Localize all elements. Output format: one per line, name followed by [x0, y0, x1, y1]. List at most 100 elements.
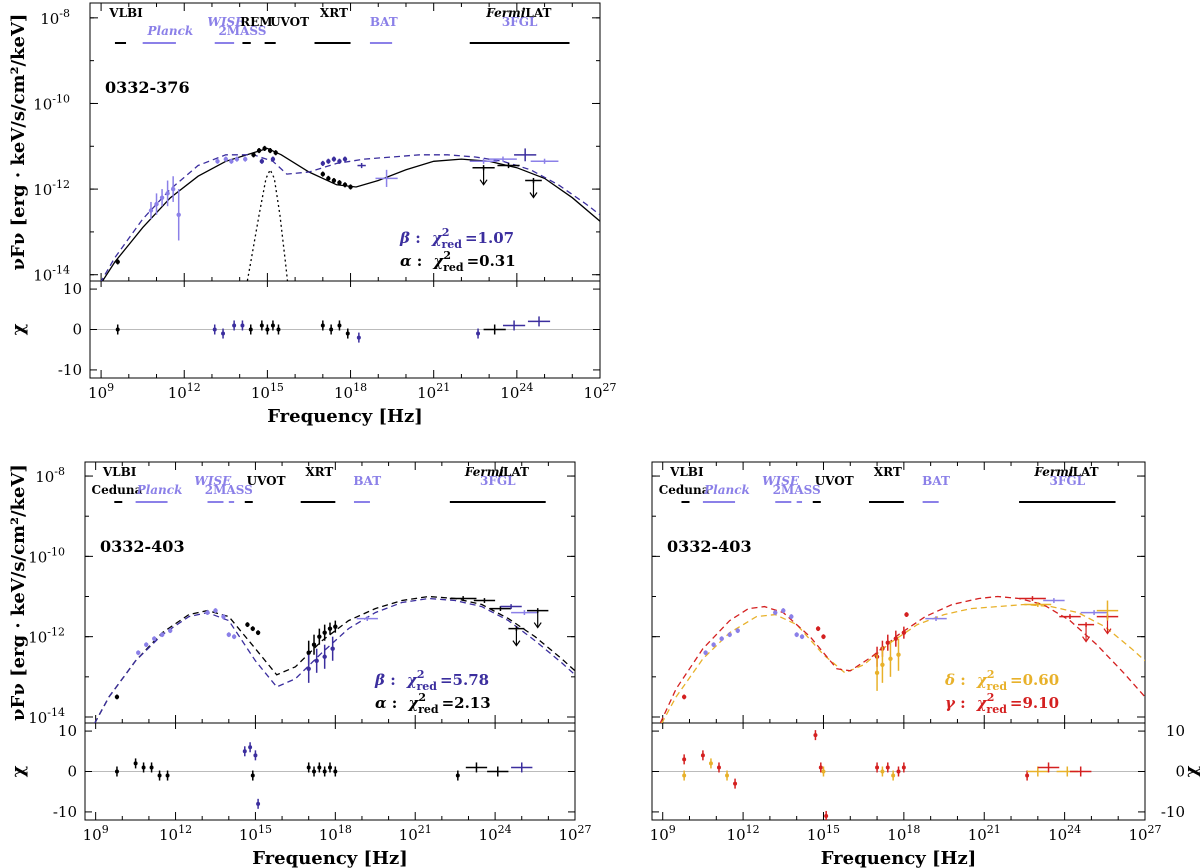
residual-marker: [320, 323, 325, 328]
data-point-marker: [322, 654, 327, 659]
x-tick-label-base: 10: [319, 826, 338, 844]
data-point: [1078, 622, 1095, 643]
residual-marker: [328, 765, 332, 770]
fit-symbol: α: [400, 252, 412, 270]
y-tick-label-base: 10: [28, 629, 47, 647]
x-tick-label-base: 10: [968, 826, 987, 844]
data-point-marker: [306, 650, 311, 655]
data-point-marker: [799, 634, 805, 639]
data-point-marker: [719, 636, 724, 641]
data-point-marker: [213, 608, 218, 613]
residual-point: [885, 762, 890, 773]
model-curve-alpha: [101, 147, 600, 281]
residual-point: [149, 762, 154, 773]
data-point: [229, 158, 234, 164]
residual-point: [1037, 762, 1060, 773]
data-point: [250, 626, 255, 632]
instrument-label: Planck: [147, 24, 194, 38]
data-point-marker: [251, 152, 256, 158]
data-point: [215, 158, 220, 164]
data-point: [794, 632, 799, 638]
data-point-marker: [342, 182, 348, 188]
data-point-marker: [136, 650, 141, 655]
instrument-label: /LAT: [521, 6, 551, 20]
residual-tick-label: 10: [1166, 722, 1185, 740]
data-point: [1019, 596, 1046, 601]
residual-point: [476, 328, 481, 339]
residual-marker: [259, 323, 264, 328]
residual-marker: [248, 327, 253, 332]
x-tick-label-base: 10: [168, 384, 187, 402]
residual-point: [824, 810, 829, 820]
x-tick-label-exp: 9: [107, 381, 114, 394]
x-tick-label-base: 10: [1048, 826, 1067, 844]
data-point-marker: [205, 610, 210, 615]
fit-sep: :: [410, 229, 426, 247]
x-tick-label: 109: [650, 823, 676, 844]
fit-sep: :: [955, 694, 971, 712]
data-point: [337, 158, 342, 164]
data-point: [256, 147, 262, 154]
x-tick-label-base: 10: [251, 384, 270, 402]
data-point-marker: [317, 634, 322, 639]
instrument-label: VLBI: [669, 465, 704, 479]
residual-marker: [329, 327, 334, 332]
fit-sep: :: [955, 671, 971, 689]
residual-point: [141, 762, 146, 773]
data-point: [1080, 610, 1108, 615]
x-tick-label: 1027: [558, 823, 591, 844]
data-point: [789, 614, 794, 620]
data-point: [337, 180, 342, 186]
fit-stat: γ : χ2 red =9.10: [945, 691, 1059, 716]
x-axis-label: Frequency [Hz]: [267, 406, 423, 427]
x-tick-label-exp: 21: [987, 823, 1001, 836]
residual-tick-label: 0: [72, 321, 82, 339]
data-point: [115, 259, 120, 265]
data-point: [243, 156, 248, 162]
y-tick-label-exp: -8: [59, 7, 70, 20]
instrument-label: WISE: [207, 15, 245, 29]
residual-axis-label: χ: [8, 323, 29, 335]
data-point: [525, 177, 542, 199]
model-curve-beta: [100, 154, 600, 281]
y-tick-label-exp: -14: [52, 264, 70, 277]
data-point-marker: [314, 658, 319, 663]
x-tick-label-base: 10: [558, 826, 577, 844]
data-point: [469, 158, 498, 164]
instrument-label: 3FGL: [480, 474, 516, 488]
upper-limit-arrow: [1103, 628, 1112, 635]
data-point-marker: [893, 636, 899, 641]
fit-chi: χ: [408, 694, 420, 712]
data-point-marker: [152, 636, 157, 641]
data-point-marker: [215, 159, 220, 164]
x-tick-label-exp: 18: [338, 823, 352, 836]
data-point: [781, 608, 786, 613]
data-point: [221, 614, 226, 620]
x-tick-label-exp: 9: [102, 823, 109, 836]
data-point-marker: [259, 159, 265, 164]
x-tick-label-base: 10: [83, 826, 102, 844]
residual-marker: [682, 773, 687, 778]
x-tick-label-exp: 18: [353, 381, 367, 394]
residual-point: [527, 316, 551, 327]
residual-marker: [716, 765, 721, 770]
x-tick-label-base: 10: [887, 826, 906, 844]
residual-point: [212, 324, 217, 335]
data-point: [356, 616, 378, 622]
residual-marker: [212, 327, 217, 332]
x-tick-label-exp: 9: [669, 823, 676, 836]
data-point: [320, 160, 326, 166]
residual-point: [901, 762, 906, 773]
residual-marker: [824, 813, 829, 818]
fit-value: =2.13: [442, 694, 491, 712]
residual-marker: [356, 335, 361, 340]
residual-marker: [141, 765, 146, 770]
x-tick-label-base: 10: [417, 384, 436, 402]
residual-marker: [337, 323, 342, 328]
fit-sub: red: [443, 261, 464, 274]
data-point: [888, 640, 893, 677]
sed-panel-top: 109 1012 1015 1018 1021 1024 102710-810-1010-1…: [8, 2, 617, 427]
data-point: [213, 608, 218, 613]
residual-axis-label: χ: [8, 765, 29, 777]
residual-point: [250, 770, 255, 781]
